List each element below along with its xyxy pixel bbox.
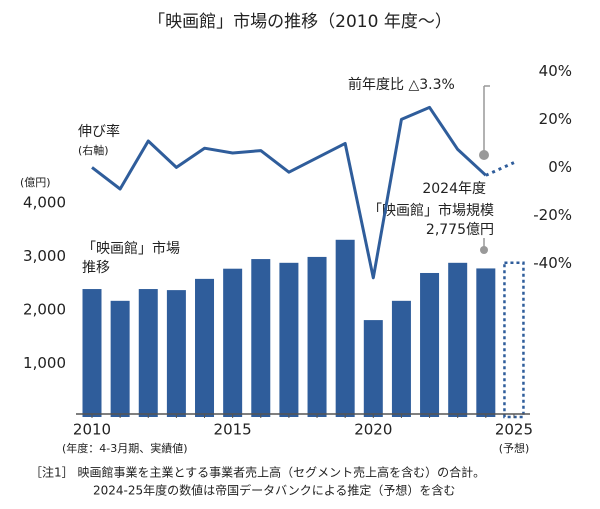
leader-dot: [480, 246, 488, 254]
bar-label: 「映画館」市場: [82, 240, 180, 257]
bar: [307, 256, 327, 417]
annotation: 「映画館」市場規模: [368, 202, 494, 219]
bar: [448, 262, 468, 417]
annotation: 前年度比 △3.3%: [348, 76, 455, 93]
leader-dot: [479, 150, 489, 160]
y2-tick-label: -20%: [533, 206, 572, 224]
x-tick-label: 2015: [214, 421, 252, 439]
bar: [279, 262, 299, 417]
forecast-line: [485, 161, 515, 177]
bar: [110, 300, 130, 417]
bar: [335, 239, 355, 417]
x-tick-label: 2025: [495, 421, 533, 439]
bar: [82, 289, 102, 417]
y2-tick-label: 0%: [548, 158, 572, 176]
forecast-note: (予想): [499, 441, 530, 455]
y-tick-label: 4,000: [23, 193, 66, 211]
x-tick-label: 2020: [354, 421, 392, 439]
bar: [138, 289, 158, 417]
y-tick-label: 1,000: [23, 354, 66, 372]
bar: [476, 268, 496, 417]
y2-tick-label: -40%: [533, 254, 572, 272]
bar: [503, 261, 525, 419]
bar: [363, 320, 383, 417]
bar: [166, 290, 186, 417]
y-tick-label: 3,000: [23, 247, 66, 265]
footnote: 2024-25年度の数値は帝国データバンクによる推定（予想）を含む: [93, 483, 455, 498]
bar: [251, 259, 271, 417]
line: [91, 105, 487, 280]
bar: [195, 278, 215, 417]
annotation: 2,775億円: [426, 222, 494, 238]
bar: [420, 272, 440, 417]
bar: [391, 300, 411, 417]
y2-tick-label: 20%: [539, 110, 572, 128]
y-tick-label: 2,000: [23, 300, 66, 318]
x-tick-label: 2010: [73, 421, 111, 439]
annotation: 2024年度: [422, 181, 486, 197]
line-label: (右軸): [78, 143, 109, 157]
bar-label: 推移: [82, 260, 110, 276]
line-label: 伸び率: [78, 123, 120, 140]
bar: [223, 268, 243, 417]
footnote: ［注1］ 映画館事業を主業とする事業者売上高（セグメント売上高を含む）の合計。: [30, 465, 485, 480]
y-unit: (億円): [20, 176, 51, 189]
x-note: (年度：4-3月期、実績値): [62, 441, 188, 455]
chart-title: 「映画館」市場の推移（2010 年度～）: [148, 12, 452, 32]
y2-tick-label: 40%: [539, 62, 572, 80]
